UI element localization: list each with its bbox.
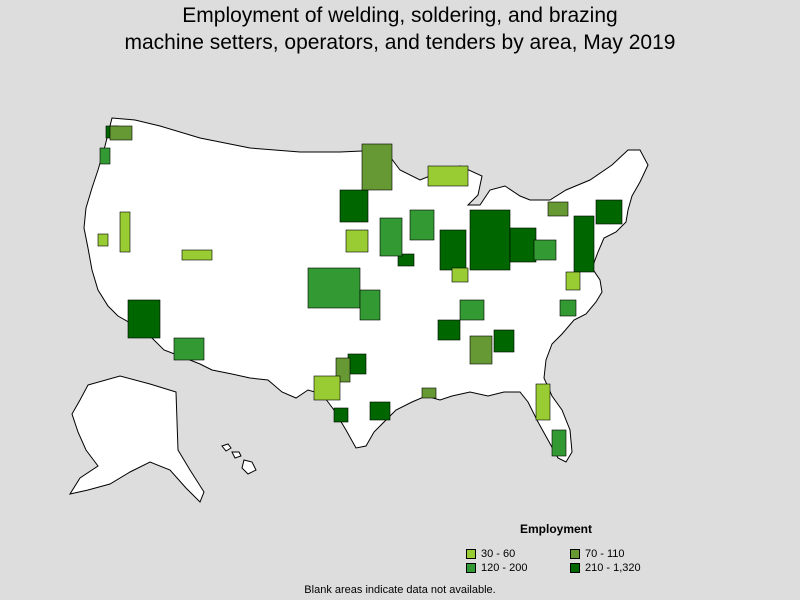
footnote: Blank areas indicate data not available.: [304, 584, 496, 596]
legend-title: Employment: [520, 522, 593, 536]
legend-swatch: [466, 549, 476, 559]
area-wisconsin: [409, 209, 435, 241]
legend-swatch: [466, 563, 476, 573]
area-ohio: [509, 227, 537, 263]
legend-label: 30 - 60: [481, 548, 516, 560]
area-upstate-ny: [547, 201, 569, 217]
area-missouri: [359, 289, 381, 321]
area-iowa: [397, 253, 415, 267]
title-line-1: Employment of welding, soldering, and br…: [182, 4, 618, 27]
area-san-antonio: [333, 407, 349, 423]
area-north-carolina: [559, 299, 577, 317]
area-houston: [369, 401, 391, 421]
area-south-florida: [551, 429, 567, 457]
hawaii: [221, 443, 257, 475]
legend-item-120-200: 120 - 200: [466, 562, 527, 574]
legend-item-30-60: 30 - 60: [466, 548, 515, 560]
area-louisiana: [421, 387, 437, 399]
legend-item-210-1320: 210 - 1,320: [570, 562, 641, 574]
area-west-pa: [533, 239, 557, 261]
area-wisconsin-iowa: [379, 217, 403, 257]
legend-label: 120 - 200: [481, 562, 528, 574]
title-line-2: machine setters, operators, and tenders …: [124, 31, 676, 54]
legend-item-70-110: 70 - 110: [570, 548, 625, 560]
area-minneapolis: [339, 189, 369, 223]
legend-swatch: [570, 563, 580, 573]
area-chicago: [439, 229, 467, 271]
area-north-florida: [535, 383, 551, 421]
area-upper-michigan: [427, 165, 469, 187]
area-kentucky: [459, 299, 485, 321]
area-south-dakota: [345, 229, 369, 253]
legend-label: 210 - 1,320: [585, 562, 641, 574]
area-washington: [109, 125, 133, 141]
area-los-angeles: [127, 299, 161, 339]
area-pennsylvania: [573, 215, 595, 273]
map-title: Employment of welding, soldering, and br…: [0, 2, 800, 56]
legend-label: 70 - 110: [585, 548, 625, 560]
area-west-texas: [313, 375, 341, 401]
alaska: [68, 375, 205, 503]
area-kansas: [307, 267, 361, 309]
area-tennessee: [437, 319, 461, 341]
area-north-dakota: [361, 143, 393, 191]
area-northern-california: [97, 233, 109, 247]
area-atlanta: [493, 329, 515, 353]
area-nevada-strip: [119, 211, 131, 253]
area-oregon: [99, 147, 111, 165]
employment-areas: [97, 125, 623, 457]
legend-swatch: [570, 549, 580, 559]
area-new-england: [595, 199, 623, 225]
area-arizona: [173, 337, 205, 361]
area-utah: [181, 249, 213, 261]
area-dallas: [347, 353, 367, 375]
area-virginia: [565, 271, 581, 291]
area-illinois-south: [451, 267, 469, 283]
area-michigan-indiana: [469, 209, 511, 271]
area-alabama: [469, 335, 493, 365]
